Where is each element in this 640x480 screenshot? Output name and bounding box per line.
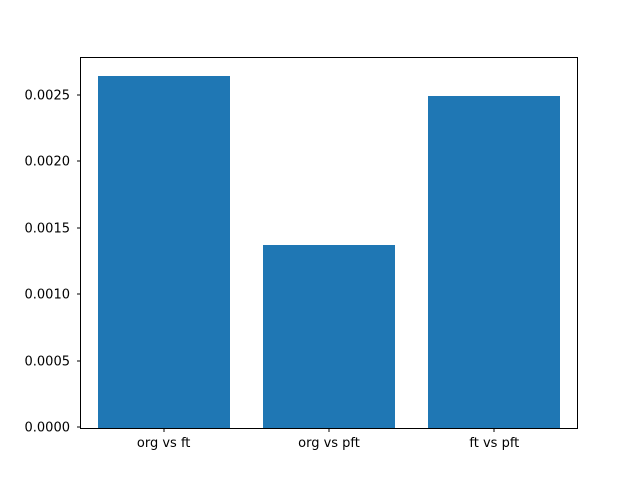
x-tick-label: ft vs pft — [469, 436, 520, 451]
y-tick-label: 0.0010 — [24, 287, 71, 303]
x-tick-mark — [328, 428, 330, 432]
y-tick-mark — [77, 160, 81, 162]
bar-org-vs-pft — [262, 244, 396, 428]
bar-org-vs-ft — [97, 75, 230, 428]
y-tick-mark — [77, 426, 81, 428]
y-tick-label: 0.0015 — [24, 221, 71, 237]
x-tick-label: org vs ft — [136, 436, 191, 451]
bar-ft-vs-pft — [428, 95, 561, 428]
x-tick-mark — [493, 428, 495, 432]
x-tick-mark — [163, 428, 165, 432]
y-tick-label: 0.0020 — [24, 154, 71, 170]
y-tick-mark — [77, 94, 81, 96]
y-tick-label: 0.0005 — [24, 354, 71, 370]
x-tick-label: org vs pft — [298, 436, 360, 451]
y-tick-mark — [77, 293, 81, 295]
plot-area: 0.0000 0.0005 0.0010 0.0015 0.0020 0.0025 org … — [25, 57, 578, 450]
y-tick-label: 0.0000 — [24, 420, 71, 436]
y-tick-label: 0.0025 — [24, 88, 71, 104]
y-tick-mark — [77, 360, 81, 362]
y-tick-mark — [77, 227, 81, 229]
